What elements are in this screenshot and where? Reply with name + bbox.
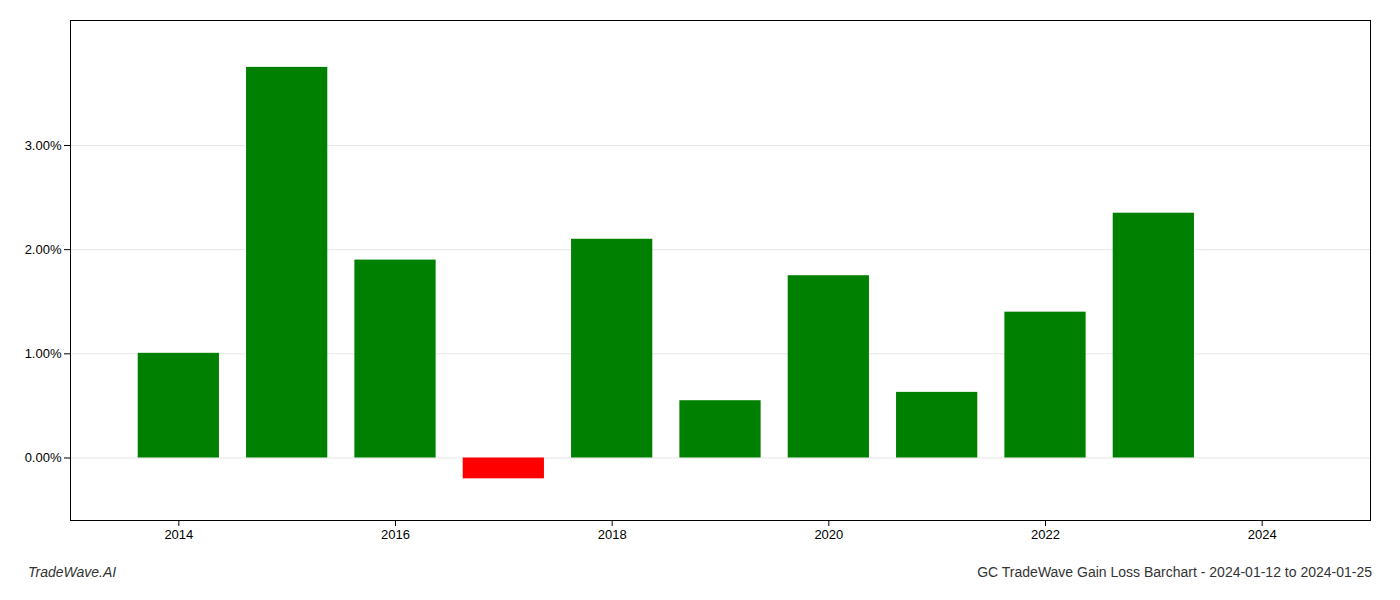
svg-text:2024: 2024 <box>1248 527 1277 542</box>
svg-text:3.00%: 3.00% <box>25 138 62 153</box>
svg-text:2014: 2014 <box>164 527 193 542</box>
svg-text:2018: 2018 <box>598 527 627 542</box>
svg-text:2.00%: 2.00% <box>25 242 62 257</box>
svg-text:2022: 2022 <box>1031 527 1060 542</box>
svg-text:2016: 2016 <box>381 527 410 542</box>
svg-text:1.00%: 1.00% <box>25 346 62 361</box>
html-text:GC TradeWave Gain Loss Barchar: GC TradeWave Gain Loss Barchart - 2024-0… <box>977 564 1372 580</box>
svg-text:2020: 2020 <box>814 527 843 542</box>
svg-text:0.00%: 0.00% <box>25 450 62 465</box>
html-text:TradeWave.AI: TradeWave.AI <box>28 564 117 580</box>
